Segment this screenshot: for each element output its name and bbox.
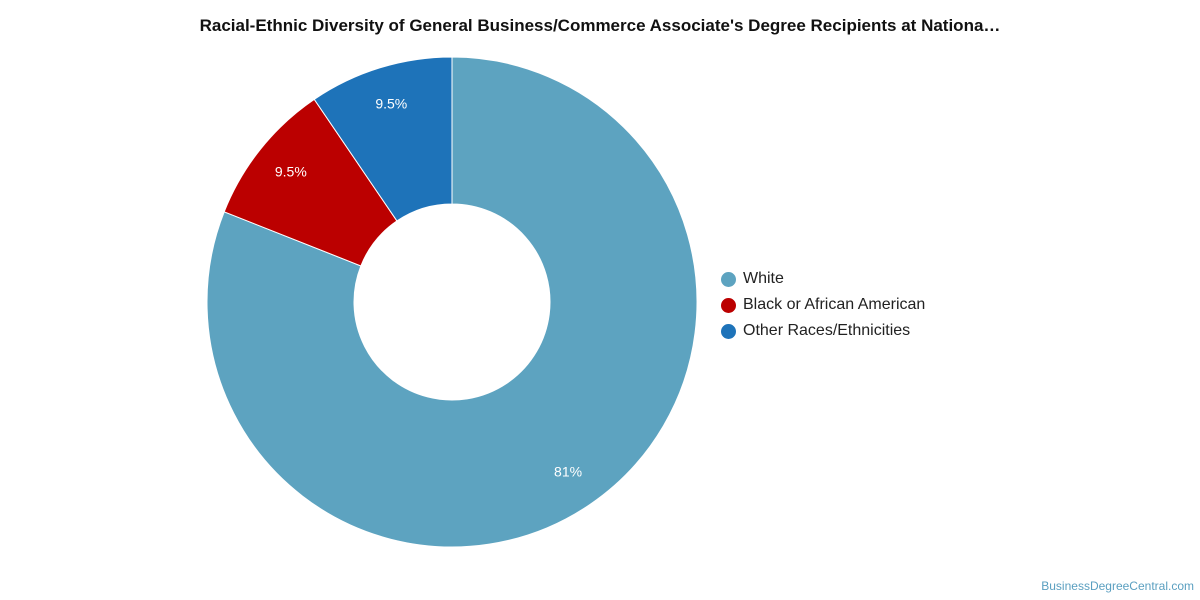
slice-label-other: 9.5%: [375, 95, 407, 111]
slice-label-white: 81%: [554, 463, 582, 479]
legend-swatch-white: [721, 271, 736, 287]
legend-swatch-black: [721, 297, 736, 313]
watermark[interactable]: BusinessDegreeCentral.com: [1041, 579, 1194, 593]
legend-label-black: Black or African American: [743, 296, 926, 313]
legend-item-other[interactable]: Other Races/Ethnicities: [721, 318, 925, 344]
chart-legend: White Black or African American Other Race…: [721, 266, 925, 344]
legend-label-white: White: [743, 270, 784, 287]
slice-other[interactable]: [313, 56, 453, 222]
slice-label-black: 9.5%: [275, 164, 307, 180]
legend-item-black[interactable]: Black or African American: [721, 292, 925, 318]
slice-white[interactable]: [206, 56, 698, 548]
legend-label-other: Other Races/Ethnicities: [743, 322, 911, 339]
legend-swatch-other: [721, 323, 736, 339]
chart-title: Racial-Ethnic Diversity of General Busin…: [199, 16, 1001, 35]
legend-item-white[interactable]: White: [721, 266, 925, 292]
